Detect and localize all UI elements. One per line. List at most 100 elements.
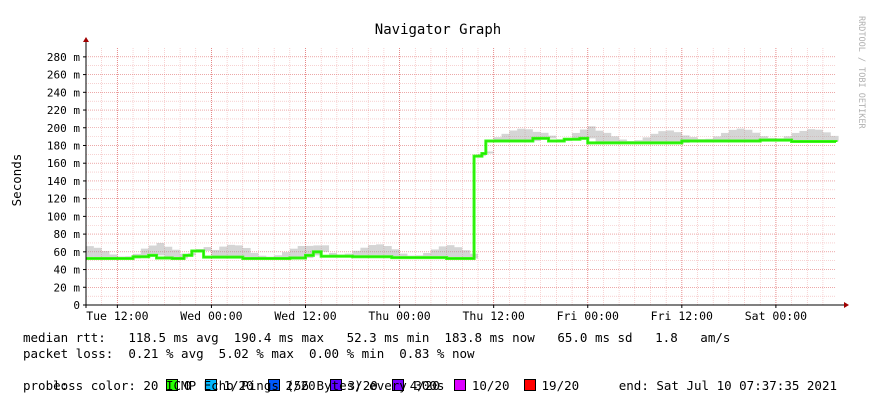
smoke-bar [86,246,94,259]
smoke-bar [603,132,612,143]
smoke-bar [274,255,282,259]
smoke-bar [281,252,290,259]
smoke-bar [587,126,596,139]
smoke-bar [383,246,392,257]
smoke-bar [446,245,455,258]
y-tick-label: 280 m [47,51,80,64]
smoke-bar [485,151,494,154]
y-tick-label: 140 m [47,175,80,188]
smoke-bar [454,247,463,259]
smoke-bar [376,244,384,257]
smoke-bar [807,129,816,142]
smoke-bar [501,133,510,142]
smoke-bar [815,129,823,142]
smoke-bar [783,136,792,141]
smoke-bar [289,248,298,259]
x-tick-label: Thu 12:00 [463,309,525,323]
smoke-bar [250,252,259,259]
y-axis-label: Seconds [9,154,24,207]
y-tick-label: 240 m [47,86,80,99]
y-tick-label: 40 m [54,264,81,277]
chart-title: Navigator Graph [375,22,501,38]
smoke-bar [321,245,330,252]
smoke-bar [203,247,212,251]
y-tick-label: 80 m [54,228,81,241]
smoke-bar [822,132,831,142]
y-tick-label: 120 m [47,193,80,206]
rrdtool-watermark: RRDTOOL / TOBI OETIKER [856,16,866,129]
smoke-bar [658,131,667,143]
x-tick-label: Wed 12:00 [274,309,336,323]
y-tick-label: 100 m [47,210,80,223]
smoke-bar [360,247,369,257]
axes [83,37,849,308]
smoke-bar [156,242,165,256]
y-tick-label: 60 m [54,246,81,259]
y-tick-labels: 0 20 m 40 m 60 m 80 m 100 m 120 m 140 m 160 m 180… [47,51,86,312]
smoke-bar [540,132,549,139]
smoke-bar [101,251,110,259]
smoke-bar [164,246,173,259]
smoke-bar [172,249,181,259]
y-tick-label: 160 m [47,157,80,170]
x-tick-label: Thu 00:00 [368,309,430,323]
y-tick-label: 0 [73,299,80,312]
smoke-bar [799,130,808,142]
x-tick-label: Sat 00:00 [745,309,807,323]
smoke-bar [548,135,557,139]
smoke-bar [619,139,627,143]
grid [86,48,836,305]
smoke-bar [689,137,698,142]
x-tick-label: Fri 12:00 [651,309,713,323]
smoke-bar [595,130,604,143]
smoke-bar [532,131,541,142]
smoke-bar [227,244,235,258]
smoke-bar [681,135,690,143]
smoke-bar [713,136,722,142]
y-tick-label: 220 m [47,104,80,117]
y-tick-label: 260 m [47,69,80,82]
smoke-bar [525,129,533,142]
smoke-bar [242,247,251,258]
y-tick-label: 200 m [47,122,80,135]
median-rtt-loss-color [86,136,838,260]
x-tick-label: Wed 00:00 [180,309,242,323]
smoke-bar [579,129,588,140]
smoke-bar [305,245,314,259]
x-tick-label: Tue 12:00 [86,309,148,323]
smoke-bar [368,245,377,257]
smoke-bar [673,132,682,143]
smoke-bar [517,128,526,142]
smoke-bar [572,132,580,140]
smoke-bar [297,245,306,259]
smoke-bar [329,252,337,257]
smoke-bar [744,129,753,142]
smoke-bar [211,249,220,258]
smoke-bar [430,249,439,258]
smoke-bar [830,135,839,142]
smoke-bar [438,246,447,258]
y-tick-label: 20 m [54,281,81,294]
smoke-bar [611,136,620,143]
smoke-bar [109,254,118,259]
smoke-bar [791,132,800,141]
smoke-bar [423,252,431,258]
x-axis-arrow [844,302,849,308]
x-tick-label: Fri 00:00 [557,309,619,323]
smoke-bar [650,133,659,143]
smoke-bar [148,245,157,257]
smoke-bar [728,129,737,142]
smoke-bar [736,128,745,142]
smoke-bar [234,245,243,258]
smoke-bar [509,130,518,142]
smoke-bar [760,136,769,142]
y-tick-label: 180 m [47,139,80,152]
median-rtt-series [86,136,838,260]
smoke-bar [493,137,502,142]
x-tick-labels: Tue 12:00 Wed 00:00 Wed 12:00 Thu 00:00 Thu … [86,305,807,323]
smoke-bar [93,247,102,259]
smoke-bar [391,249,400,257]
smoke-bar [752,132,761,142]
smoke-bar [721,132,729,142]
